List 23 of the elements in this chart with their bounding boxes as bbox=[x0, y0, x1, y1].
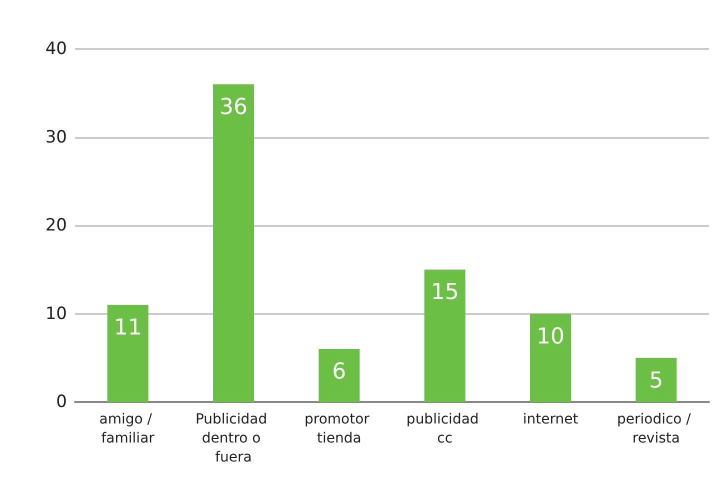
y-tick-label: 40 bbox=[45, 39, 67, 59]
x-tick-label: publicidad cc bbox=[406, 412, 484, 446]
data-label: 15 bbox=[430, 280, 459, 306]
bar bbox=[318, 349, 360, 402]
x-tick-label: internet bbox=[522, 412, 579, 428]
y-tick-label: 0 bbox=[56, 392, 67, 412]
x-tick-label: Publicidad dentro o fuera bbox=[195, 412, 272, 466]
data-label: 5 bbox=[649, 368, 664, 394]
bar bbox=[213, 84, 254, 402]
bar bbox=[530, 314, 571, 402]
data-label: 6 bbox=[332, 360, 346, 385]
data-label: 10 bbox=[536, 324, 564, 350]
y-tick-label: 10 bbox=[45, 304, 67, 324]
x-tick-label: promotor tienda bbox=[304, 412, 374, 446]
data-label: 11 bbox=[114, 315, 142, 340]
bar bbox=[107, 304, 148, 402]
y-tick-label: 20 bbox=[45, 216, 67, 236]
data-label: 36 bbox=[220, 94, 248, 120]
x-tick-label: amigo / familiar bbox=[99, 412, 156, 446]
x-tick-label: periodico / revista bbox=[616, 412, 696, 446]
bar bbox=[424, 270, 466, 402]
bar bbox=[636, 358, 677, 402]
y-tick-label: 30 bbox=[45, 127, 67, 148]
